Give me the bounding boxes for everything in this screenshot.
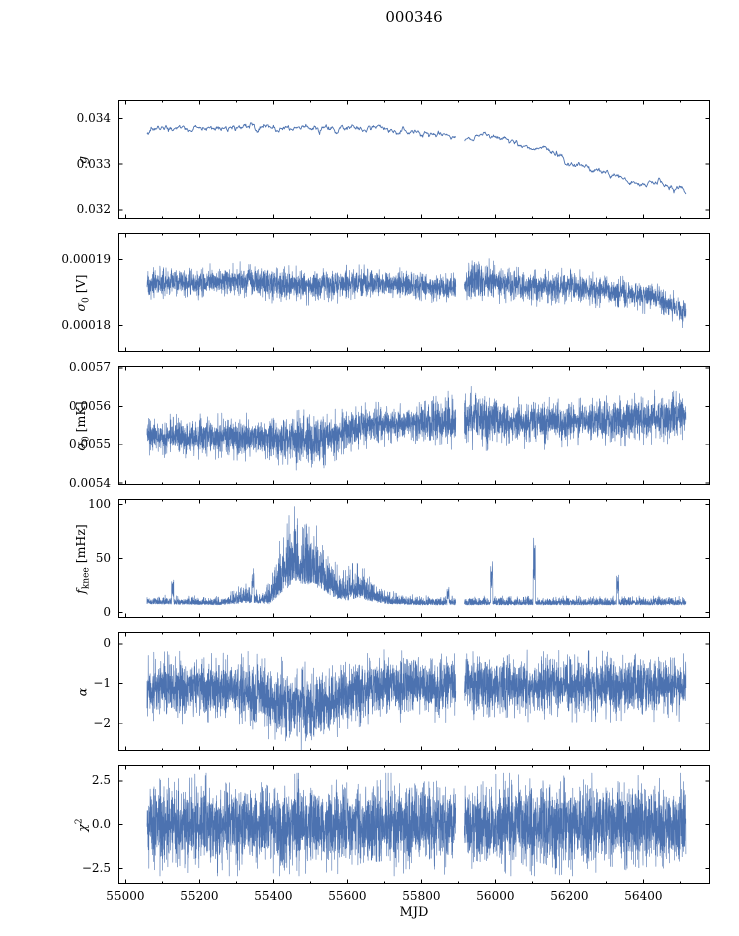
y-tick-label: −2 xyxy=(93,715,111,730)
axis-ticks xyxy=(118,499,710,618)
x-tick-label: 55400 xyxy=(254,889,293,903)
axes-frame xyxy=(118,499,710,618)
x-tick-label: 55600 xyxy=(328,889,367,903)
y-tick-label: 0.034 xyxy=(76,110,111,125)
axes-frame xyxy=(118,100,710,219)
y-tick-label: 100 xyxy=(88,496,111,511)
data-series-sigma0-mk xyxy=(146,386,687,471)
axis-ticks xyxy=(118,100,710,219)
axes-frame xyxy=(118,765,710,884)
x-tick-label: 55000 xyxy=(106,889,145,903)
y-tick-label: 0.033 xyxy=(76,156,111,171)
y-tick-label: −2.5 xyxy=(81,860,111,875)
x-tick-label: 56400 xyxy=(624,889,663,903)
axes-frame xyxy=(118,233,710,352)
y-tick-label: 50 xyxy=(95,551,111,565)
y-tick-label: 0.00018 xyxy=(61,318,111,333)
data-series-alpha xyxy=(146,649,687,751)
data-series-sigma0-v xyxy=(146,258,687,328)
axis-ticks xyxy=(118,233,710,352)
figure-title: 000346 xyxy=(385,8,443,26)
axis-ticks xyxy=(118,765,710,884)
panel-fknee: fknee [mHz] 100 50 0 xyxy=(0,496,739,620)
plot-area-fknee xyxy=(118,499,710,618)
panel-chi2: χ2 2.5 0.0 −2.5 xyxy=(0,765,739,884)
y-tick-label: 0.0057 xyxy=(69,360,111,375)
panel-sigma0-v: σ0 [V] 0.00019 0.00018 xyxy=(0,233,739,352)
data-series-g xyxy=(146,122,687,195)
axis-ticks xyxy=(118,632,710,751)
axis-ticks xyxy=(118,366,710,485)
y-tick-label: 2.5 xyxy=(91,773,111,788)
plot-area-sigma0-v xyxy=(118,233,710,352)
y-tick-label: 0.032 xyxy=(76,202,111,217)
y-axis-label-sigma0-v: σ0 [V] xyxy=(72,273,92,312)
plot-area-g xyxy=(118,100,710,219)
x-tick-label: 55800 xyxy=(402,889,441,903)
plot-area-alpha xyxy=(118,632,710,751)
data-series-fknee xyxy=(146,506,687,606)
y-tick-label: 0.0055 xyxy=(69,437,111,452)
data-series-chi2 xyxy=(146,772,687,877)
x-tick-label: 56200 xyxy=(550,889,589,903)
axes-frame xyxy=(118,366,710,485)
axes-frame xyxy=(118,632,710,751)
y-tick-label: 0.0 xyxy=(91,817,111,831)
x-tick-label: 55200 xyxy=(180,889,219,903)
panel-g: g 0.034 0.033 0.032 xyxy=(0,100,739,219)
y-tick-label: 0.0054 xyxy=(69,475,111,490)
y-tick-label: −1 xyxy=(93,676,111,691)
y-tick-label: 0 xyxy=(103,636,111,651)
y-tick-label: 0.0056 xyxy=(69,398,111,413)
panel-sigma0-mk: σ0 [mK] 0.0057 0.0056 0.0055 0.0054 xyxy=(0,360,739,490)
x-tick-label: 56000 xyxy=(476,889,515,903)
panel-alpha: α 0 −1 −2 xyxy=(0,632,739,751)
x-axis-label: MJD xyxy=(399,905,429,920)
plot-area-chi2 xyxy=(118,765,710,884)
y-tick-label: 0.00019 xyxy=(61,251,111,266)
plot-area-sigma0-mk xyxy=(118,366,710,485)
y-tick-label: 0 xyxy=(103,605,111,620)
